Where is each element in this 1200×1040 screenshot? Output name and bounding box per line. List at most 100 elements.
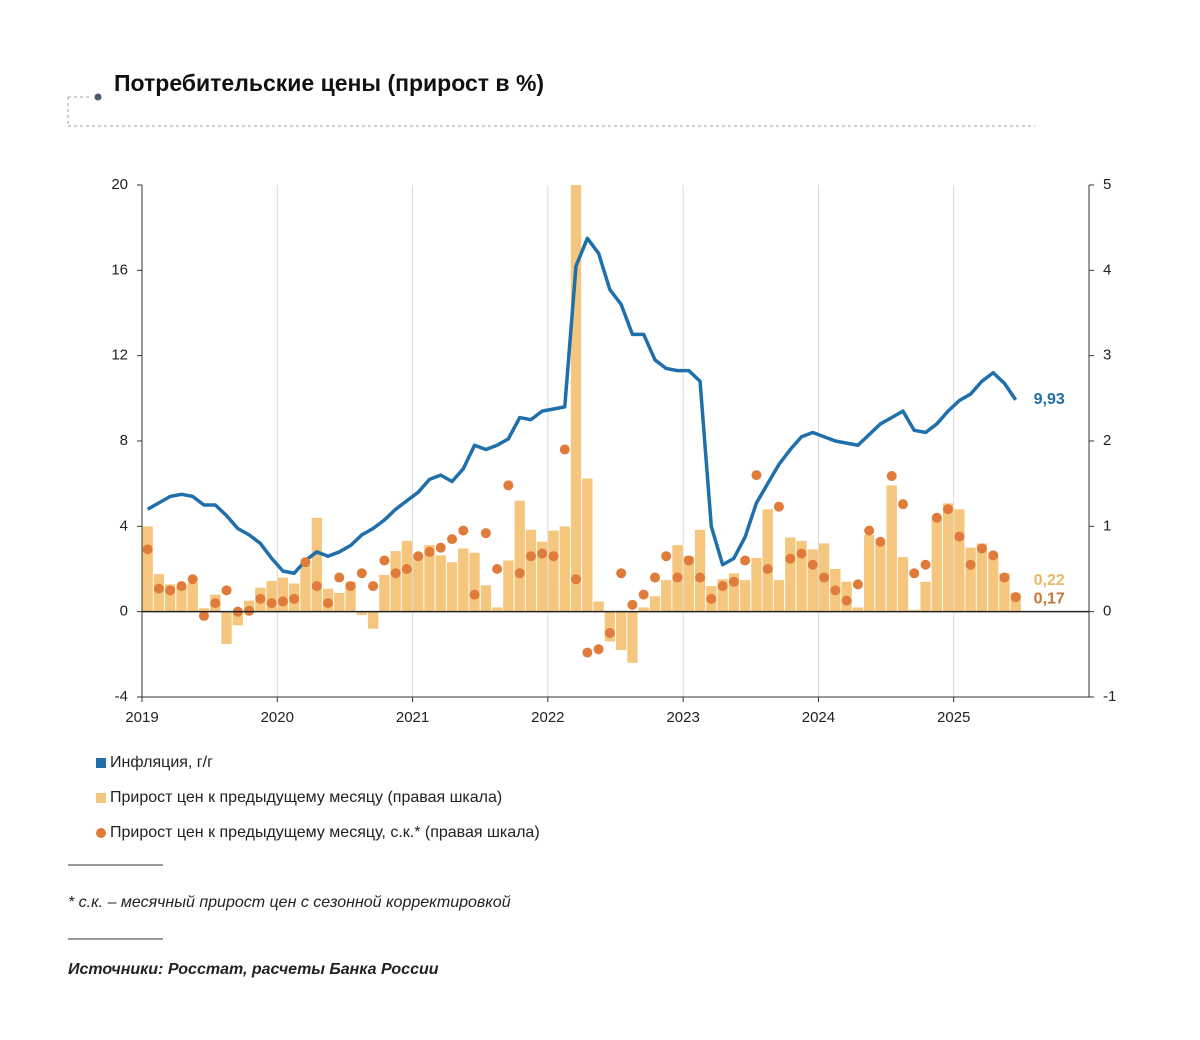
y2-tick-label: 1: [1103, 517, 1111, 534]
bar: [559, 526, 570, 612]
dot: [570, 574, 581, 585]
bar: [198, 608, 210, 612]
y2-tick-label: 0: [1103, 603, 1111, 620]
y-tick-label: 20: [111, 176, 128, 193]
bar: [187, 582, 198, 612]
bar: [773, 580, 785, 612]
bar: [424, 545, 435, 612]
dot: [999, 572, 1010, 583]
bar: [503, 560, 514, 612]
dot: [819, 572, 830, 583]
dot: [852, 579, 863, 590]
value-label: 9,93: [1034, 391, 1065, 408]
dot: [616, 568, 627, 579]
dot: [289, 593, 300, 604]
bar: [446, 562, 458, 612]
dot: [920, 559, 931, 570]
dot: [277, 596, 288, 607]
bar: [345, 581, 356, 612]
dot: [311, 581, 322, 592]
dot: [390, 568, 401, 579]
dot: [424, 546, 435, 557]
dot: [153, 583, 164, 594]
dot: [897, 499, 908, 510]
y-tick-label: -4: [115, 688, 128, 705]
y2-tick-label: 3: [1103, 347, 1111, 364]
bar: [965, 547, 976, 612]
dot: [525, 551, 536, 562]
dot: [548, 551, 559, 562]
legend-swatch: [96, 828, 106, 838]
dot: [593, 644, 604, 655]
bar: [875, 543, 886, 612]
dot: [323, 598, 334, 609]
dot: [706, 593, 717, 604]
bar: [762, 509, 773, 612]
dot: [435, 542, 446, 553]
bar: [616, 611, 627, 651]
dot: [864, 525, 875, 536]
dot: [965, 559, 976, 570]
y-tick-label: 0: [120, 603, 128, 620]
bar: [514, 500, 525, 612]
dot: [683, 555, 694, 566]
y2-tick-label: 2: [1103, 432, 1111, 449]
bar: [469, 552, 480, 612]
dot: [830, 585, 841, 596]
bar: [886, 485, 897, 612]
bar: [785, 537, 796, 612]
dot: [728, 576, 739, 587]
bar: [164, 584, 176, 612]
footnote: * с.к. – месячный прирост цен с сезонной…: [68, 894, 511, 911]
header-dot: [94, 93, 102, 101]
dot: [255, 593, 266, 604]
dot: [210, 598, 221, 609]
y2-tick-label: 5: [1103, 176, 1111, 193]
dot: [627, 599, 638, 610]
bar: [931, 517, 942, 612]
dot: [559, 444, 570, 455]
bar: [142, 526, 153, 612]
x-tick-label: 2021: [396, 709, 429, 726]
bar: [300, 564, 311, 612]
dot: [717, 581, 728, 592]
dot: [988, 550, 999, 561]
dot: [469, 589, 480, 600]
bar: [649, 596, 661, 612]
x-tick-label: 2024: [802, 709, 835, 726]
bar: [604, 611, 615, 642]
x-tick-label: 2020: [261, 709, 294, 726]
dot: [751, 470, 762, 481]
bar: [807, 549, 818, 612]
bar: [525, 529, 537, 612]
bar: [897, 557, 909, 612]
value-label: 0,17: [1034, 590, 1065, 607]
y-tick-label: 16: [111, 261, 128, 278]
dot: [672, 572, 683, 583]
dot: [695, 572, 706, 583]
dot: [773, 501, 784, 512]
dot: [886, 470, 897, 481]
y-tick-label: 4: [120, 517, 128, 534]
dot: [401, 564, 412, 574]
legend-label: Прирост цен к предыдущему месяцу (правая…: [110, 789, 502, 806]
value-label: 0,22: [1034, 572, 1065, 589]
legend-label: Прирост цен к предыдущему месяцу, с.к.* …: [110, 824, 540, 841]
dot: [1010, 592, 1021, 603]
dot: [943, 504, 954, 515]
dot: [875, 536, 886, 547]
bar: [390, 551, 401, 612]
dot: [198, 610, 209, 621]
source: Источники: Росстат, расчеты Банка России: [68, 961, 439, 978]
dot: [931, 512, 942, 523]
x-tick-label: 2025: [937, 709, 970, 726]
dot: [537, 548, 548, 559]
bar: [852, 607, 864, 612]
bar: [480, 585, 492, 612]
dot: [447, 534, 458, 545]
bar: [435, 555, 446, 612]
bar: [334, 592, 345, 612]
dot: [785, 553, 796, 564]
dot: [221, 585, 232, 596]
dot: [807, 559, 818, 570]
